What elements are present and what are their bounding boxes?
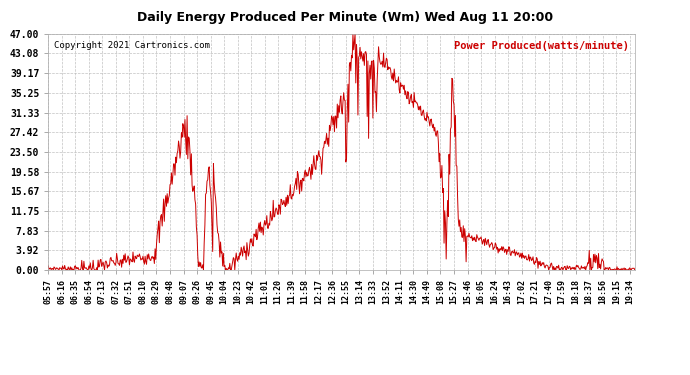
Text: Copyright 2021 Cartronics.com: Copyright 2021 Cartronics.com <box>55 41 210 50</box>
Text: Daily Energy Produced Per Minute (Wm) Wed Aug 11 20:00: Daily Energy Produced Per Minute (Wm) We… <box>137 11 553 24</box>
Text: Power Produced(watts/minute): Power Produced(watts/minute) <box>454 41 629 51</box>
